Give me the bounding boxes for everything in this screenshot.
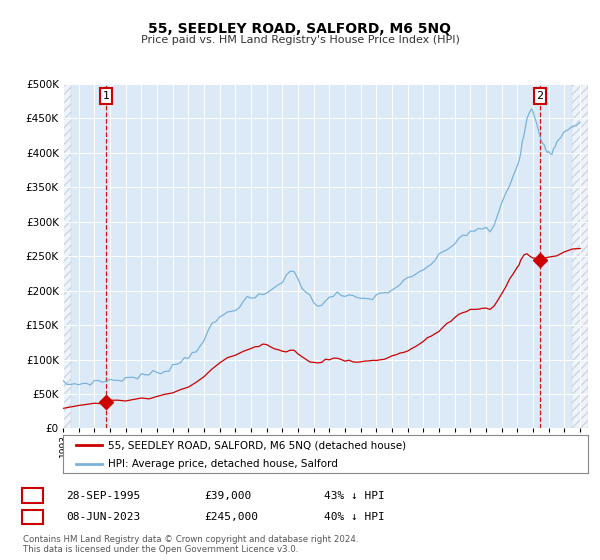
Text: Contains HM Land Registry data © Crown copyright and database right 2024.: Contains HM Land Registry data © Crown c… xyxy=(23,535,358,544)
Text: 55, SEEDLEY ROAD, SALFORD, M6 5NQ: 55, SEEDLEY ROAD, SALFORD, M6 5NQ xyxy=(149,22,452,36)
Text: 08-JUN-2023: 08-JUN-2023 xyxy=(66,512,140,522)
Text: 43% ↓ HPI: 43% ↓ HPI xyxy=(324,491,385,501)
Text: 1: 1 xyxy=(29,491,36,501)
Text: 55, SEEDLEY ROAD, SALFORD, M6 5NQ (detached house): 55, SEEDLEY ROAD, SALFORD, M6 5NQ (detac… xyxy=(107,440,406,450)
Text: £245,000: £245,000 xyxy=(204,512,258,522)
Text: £39,000: £39,000 xyxy=(204,491,251,501)
Text: 2: 2 xyxy=(29,512,36,522)
Text: Price paid vs. HM Land Registry's House Price Index (HPI): Price paid vs. HM Land Registry's House … xyxy=(140,35,460,45)
Text: 28-SEP-1995: 28-SEP-1995 xyxy=(66,491,140,501)
Text: HPI: Average price, detached house, Salford: HPI: Average price, detached house, Salf… xyxy=(107,459,337,469)
Text: This data is licensed under the Open Government Licence v3.0.: This data is licensed under the Open Gov… xyxy=(23,545,298,554)
Text: 1: 1 xyxy=(103,91,110,101)
Text: 40% ↓ HPI: 40% ↓ HPI xyxy=(324,512,385,522)
Text: 2: 2 xyxy=(536,91,544,101)
